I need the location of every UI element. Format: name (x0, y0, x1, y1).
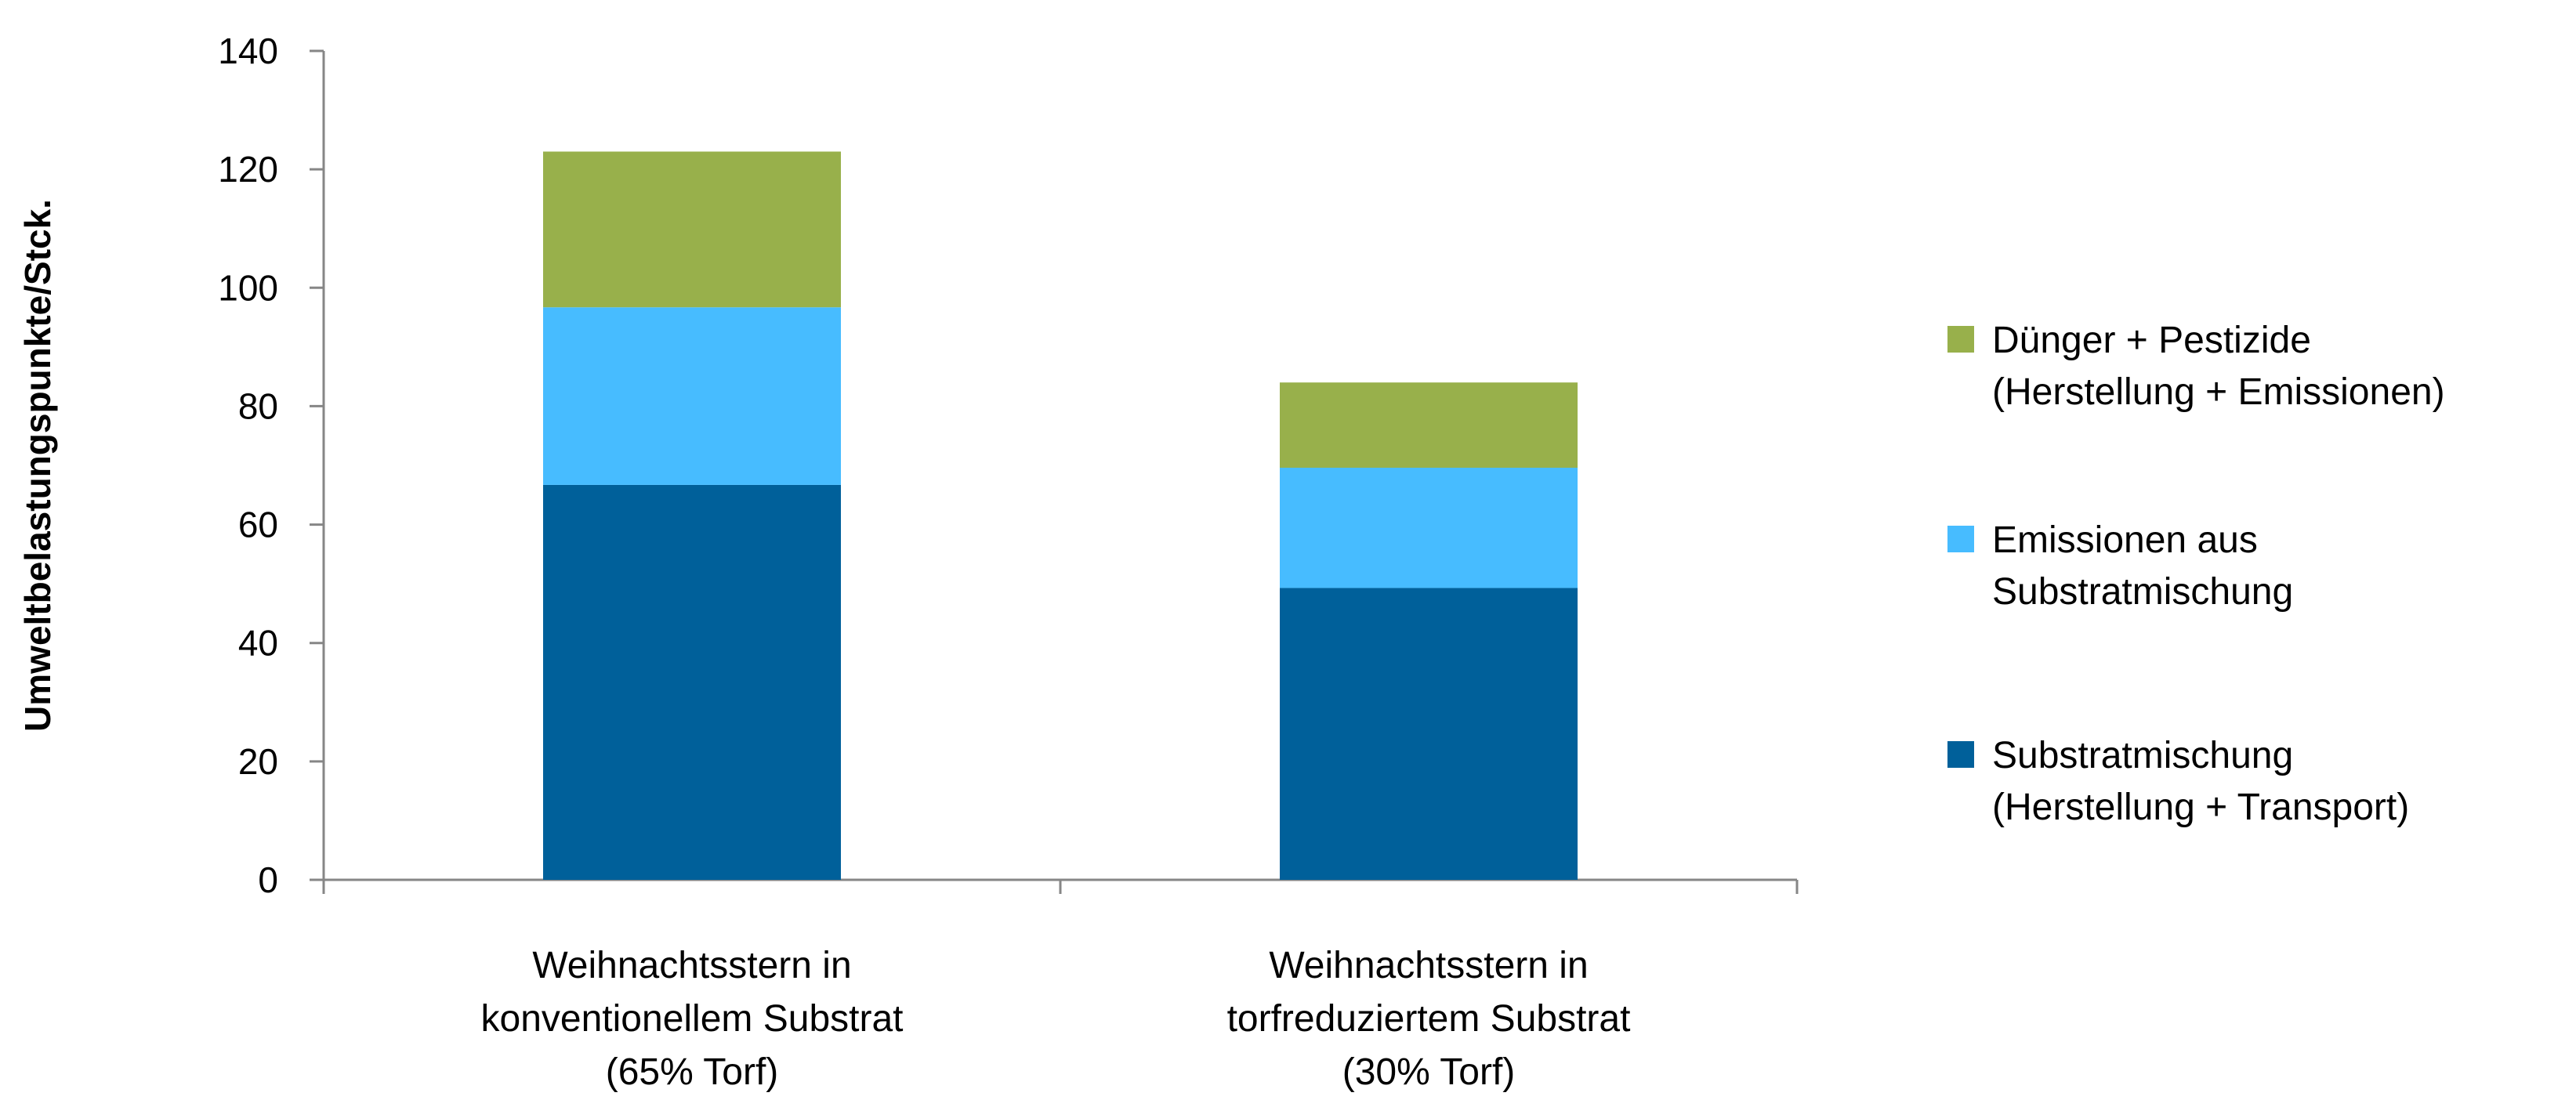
y-tick-label: 100 (218, 267, 278, 308)
bar-segment-cat2-series1 (1280, 588, 1578, 880)
legend-swatch-series1 (1947, 741, 1974, 768)
legend-label: Substratmischung (1992, 571, 2293, 613)
x-category-label: torfreduziertem Substrat (1227, 998, 1631, 1040)
legend-swatch-series3 (1947, 326, 1974, 353)
y-tick-label: 20 (238, 741, 278, 782)
x-category-label: Weihnachtsstern in (532, 945, 851, 986)
legend-label: (Herstellung + Transport) (1992, 787, 2409, 828)
y-axis-title: Umweltbelastungspunkte/Stck. (17, 199, 58, 732)
legend-label: Substratmischung (1992, 735, 2293, 776)
bar-segment-cat1-series1 (543, 484, 841, 880)
bar-segment-cat1-series3 (543, 151, 841, 308)
y-tick-label: 80 (238, 385, 278, 426)
y-tick-label: 40 (238, 623, 278, 664)
bar-segment-cat2-series3 (1280, 382, 1578, 469)
legend-swatch-series2 (1947, 526, 1974, 552)
x-category-label: (65% Torf) (606, 1051, 779, 1093)
x-category-label: Weihnachtsstern in (1269, 945, 1588, 986)
y-tick-label: 0 (258, 859, 278, 900)
y-tick-label: 60 (238, 505, 278, 545)
legend-label: Dünger + Pestizide (1992, 320, 2311, 361)
y-tick-label: 120 (218, 149, 278, 190)
legend-label: (Herstellung + Emissionen) (1992, 371, 2445, 413)
legend-label: Emissionen aus (1992, 519, 2258, 561)
bar-segment-cat1-series2 (543, 307, 841, 485)
bar-segment-cat2-series2 (1280, 468, 1578, 588)
x-category-label: (30% Torf) (1342, 1051, 1516, 1093)
x-category-label: konventionellem Substrat (481, 998, 904, 1040)
y-tick-label: 140 (218, 31, 278, 71)
